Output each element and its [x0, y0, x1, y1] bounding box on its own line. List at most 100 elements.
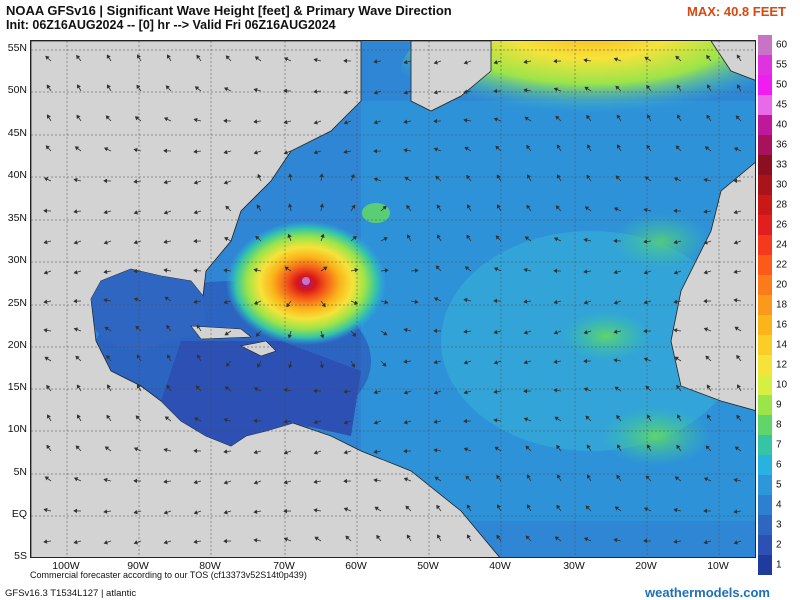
wave-arrow-head: [253, 150, 258, 155]
wave-arrow-head: [583, 269, 588, 274]
wave-arrow-head: [136, 84, 141, 90]
wave-arrow-head: [103, 540, 108, 545]
wave-arrow-head: [43, 507, 48, 513]
wave-arrow-head: [586, 114, 591, 120]
wave-arrow-head: [523, 388, 528, 394]
wave-arrow-head: [77, 84, 81, 89]
wave-arrow-head: [343, 420, 348, 425]
wave-arrow-head: [433, 390, 438, 395]
wave-arrow-head: [646, 414, 651, 419]
wave-arrow-head: [403, 359, 408, 364]
wave-arrow-head: [46, 384, 51, 390]
wave-arrow-head: [253, 267, 258, 273]
wave-arrow-head: [384, 268, 389, 273]
colorbar-cell: [758, 295, 772, 315]
wave-arrow-head: [464, 266, 470, 271]
wave-arrow-head: [734, 446, 740, 451]
wave-arrow-head: [193, 510, 198, 515]
lon-label: 70W: [273, 560, 295, 572]
wave-arrow-head: [523, 360, 528, 365]
wave-arrow-head: [74, 146, 80, 151]
wave-arrow-head: [436, 504, 441, 510]
wave-arrow-head: [256, 204, 261, 209]
wave-arrow-head: [556, 444, 561, 450]
wave-arrow-head: [136, 354, 141, 359]
storm-center: [302, 277, 310, 285]
wave-arrow-head: [645, 385, 650, 390]
wave-arrow-head: [288, 364, 293, 369]
wave-arrow-head: [433, 118, 438, 124]
wave-arrow-head: [707, 84, 711, 89]
wave-arrow-head: [733, 269, 738, 274]
wave-arrow-head: [194, 86, 200, 91]
wave-arrow-head: [373, 478, 378, 483]
wave-arrow-head: [463, 447, 469, 452]
wave-arrow-head: [676, 384, 681, 390]
colorbar-label: 60: [776, 39, 788, 51]
colorbar-label: 20: [776, 279, 788, 291]
wave-arrow-head: [586, 174, 591, 180]
wave-arrow-head: [313, 419, 318, 425]
wave-arrow-head: [643, 357, 649, 362]
map-title: NOAA GFSv16 | Significant Wave Height [f…: [6, 3, 452, 18]
wave-arrow-head: [43, 270, 48, 275]
graticule: [31, 41, 755, 557]
wave-arrow-head: [343, 149, 348, 154]
wave-arrow-head: [523, 330, 528, 335]
wave-arrow-head: [736, 354, 741, 360]
wave-arrow-head: [676, 114, 681, 119]
wave-arrow-head: [75, 445, 80, 450]
wave-arrow-head: [493, 60, 498, 65]
wave-height-map: [30, 40, 756, 558]
wave-arrow-head: [526, 474, 531, 479]
wave-arrow-head: [703, 508, 708, 514]
wave-arrow-head: [382, 362, 387, 367]
wave-arrow-head: [555, 115, 560, 120]
colorbar-cell: [758, 175, 772, 195]
wave-arrow-head: [163, 447, 168, 453]
wave-arrow-head: [733, 540, 738, 545]
wave-arrow-head: [313, 120, 318, 125]
wave-arrow-head: [196, 54, 201, 60]
wave-arrow-head: [736, 414, 741, 420]
colorbar-cell: [758, 375, 772, 395]
wave-arrow-head: [403, 59, 408, 65]
colorbar-cell: [758, 215, 772, 235]
wave-arrow-head: [164, 296, 169, 301]
wave-arrow-head: [463, 390, 468, 395]
model-info: GFSv16.3 T1534L127 | atlantic: [5, 588, 137, 599]
wave-arrow-head: [673, 239, 678, 245]
wave-arrow-head: [195, 385, 200, 390]
wave-arrow-head: [433, 90, 438, 95]
wave-arrow-head: [283, 480, 288, 485]
wave-arrow-head: [45, 145, 50, 150]
wave-arrow-head: [163, 210, 168, 215]
colorbar-label: 14: [776, 339, 788, 351]
brand-link[interactable]: weathermodels.com: [645, 585, 770, 600]
wave-arrow-head: [407, 234, 411, 239]
wave-arrow-head: [523, 299, 528, 304]
wave-arrow-head: [223, 299, 228, 305]
wave-arrow-head: [314, 536, 319, 541]
wave-arrow-head: [350, 173, 355, 179]
wave-arrow-head: [283, 88, 288, 94]
wave-arrow-head: [135, 415, 140, 420]
wave-arrow-head: [133, 447, 139, 452]
wave-arrow-head: [73, 539, 78, 545]
wave-arrow-head: [373, 148, 378, 154]
wave-arrow-head: [43, 177, 49, 182]
lon-label: 90W: [127, 560, 149, 572]
wave-arrow-head: [613, 300, 618, 305]
wave-arrow-head: [643, 507, 649, 512]
wave-arrow-head: [193, 539, 198, 544]
wave-arrow-head: [403, 148, 408, 153]
wave-arrow-head: [675, 55, 680, 60]
wave-arrow-head: [103, 240, 108, 245]
wave-arrow-head: [133, 147, 138, 153]
colorbar-cell: [758, 335, 772, 355]
wave-arrow-head: [553, 268, 558, 274]
wave-arrow-head: [103, 298, 108, 303]
wave-arrow-head: [73, 240, 78, 245]
lon-label: 60W: [345, 560, 367, 572]
wave-arrow-head: [223, 480, 228, 485]
